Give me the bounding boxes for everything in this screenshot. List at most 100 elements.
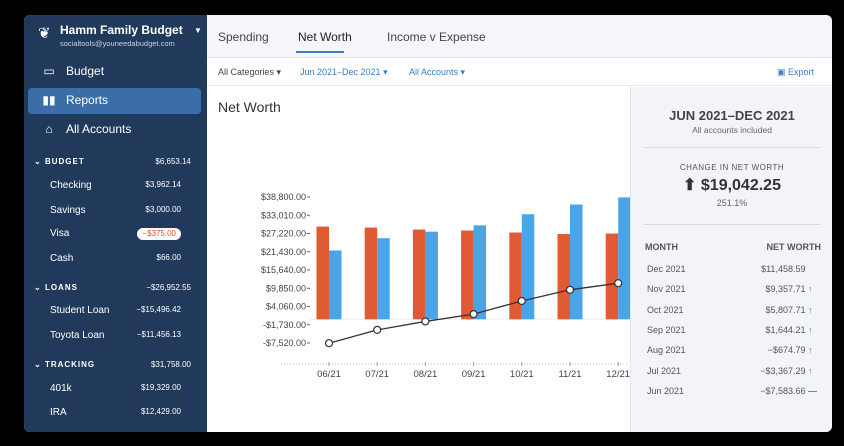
trend-icon: ↑ <box>808 345 813 356</box>
nav-budget[interactable]: ▭ Budget <box>28 59 201 85</box>
asset-bar <box>473 225 487 320</box>
asset-bar <box>570 204 583 320</box>
change-value: ⬆ $19,042.25 <box>683 177 781 194</box>
trend-icon: ↑ <box>808 304 813 315</box>
net-worth-point <box>421 317 430 326</box>
tree-logo-icon: ❦ <box>38 25 51 42</box>
export-icon: ▣ <box>777 67 786 77</box>
table-row: Sep 2021 $1,644.21 ↑ <box>647 325 817 335</box>
x-tick-label: 09/21 <box>462 369 486 380</box>
y-tick-label: -$7,520.00 <box>263 338 306 348</box>
report-title: Net Worth <box>218 99 281 115</box>
divider <box>643 147 821 148</box>
asset-bar <box>377 238 390 320</box>
net-worth-point <box>517 296 526 306</box>
trend-icon: — <box>808 385 817 396</box>
arrow-up-circle-icon: ⬆ <box>683 177 697 194</box>
account-student-loan[interactable]: Student Loan −$15,496.42 <box>50 305 181 316</box>
account-cash[interactable]: Cash $66.00 <box>50 253 181 264</box>
account-visa[interactable]: Visa −$375.00 <box>50 228 181 240</box>
table-row: Jul 2021 −$3,367.29 ↑ <box>647 366 817 376</box>
change-label: CHANGE IN NET WORTH <box>679 163 785 172</box>
net-worth-point <box>373 325 382 335</box>
y-tick-label: -$1,730.00 <box>263 320 306 330</box>
group-name: ⌄ BUDGET <box>34 157 85 166</box>
bank-icon: ⌂ <box>45 122 53 137</box>
x-tick-label: 06/21 <box>317 369 341 380</box>
group-budget[interactable]: ⌄ BUDGET $6,653.14 <box>34 157 191 166</box>
debt-bar <box>605 233 619 320</box>
net-worth-point <box>565 285 575 294</box>
x-tick-label: 12/21 <box>606 369 630 380</box>
trend-icon: ↑ <box>808 365 813 376</box>
trend-icon: ↑ <box>808 284 813 295</box>
account-401k[interactable]: 401k $19,329.00 <box>50 383 181 394</box>
nav-reports[interactable]: ▮▮ Reports <box>28 88 201 114</box>
table-row: Oct 2021 $5,807.71 ↑ <box>647 305 817 315</box>
x-tick-label: 11/21 <box>558 369 581 380</box>
x-tick-label: 10/21 <box>510 369 534 380</box>
net-worth-point <box>614 279 623 288</box>
date-range-filter[interactable]: Jun 2021–Dec 2021 ▾ <box>300 67 388 77</box>
y-tick-label: $33,010.00 <box>261 210 306 220</box>
debt-bar <box>316 226 329 320</box>
budget-name[interactable]: Hamm Family Budget <box>60 23 183 37</box>
table-row: Nov 2021 $9,357.71 ↑ <box>647 284 817 294</box>
net-worth-point <box>469 310 478 319</box>
sidebar: ❦ Hamm Family Budget socialtools@youneed… <box>24 15 207 432</box>
y-tick-label: $27,220.00 <box>261 229 306 239</box>
trend-icon: ↑ <box>808 324 813 335</box>
x-tick-label: 08/21 <box>414 369 438 380</box>
account-checking[interactable]: Checking $3,962.14 <box>50 180 181 191</box>
group-loans[interactable]: ⌄ LOANS −$26,952.55 <box>34 283 191 292</box>
export-button[interactable]: ▣ Export <box>777 67 815 77</box>
tab-net-worth[interactable]: Net Worth <box>298 30 352 44</box>
table-row: Jun 2021 −$7,583.66 — <box>647 385 817 396</box>
accounts-filter[interactable]: All Accounts ▾ <box>409 67 466 77</box>
y-tick-label: $15,640.00 <box>261 265 306 275</box>
net-worth-point <box>324 339 334 348</box>
nav-label: Reports <box>66 93 109 108</box>
categories-filter[interactable]: All Categories ▾ <box>218 67 282 77</box>
y-tick-label: $38,800.00 <box>261 192 306 202</box>
divider <box>643 224 821 225</box>
account-toyota-loan[interactable]: Toyota Loan −$11,456.13 <box>50 330 181 341</box>
net-worth-chart: $38,800.00 $33,010.00 $27,220.00 $21,430.00… <box>261 192 630 380</box>
budget-icon: ▭ <box>43 64 55 79</box>
asset-bar <box>425 231 438 320</box>
asset-bar <box>521 214 535 320</box>
account-savings[interactable]: Savings $3,000.00 <box>50 205 181 216</box>
summary-subtitle: All accounts included <box>692 125 772 135</box>
summary-panel: JUN 2021–DEC 2021 All accounts included … <box>630 87 832 432</box>
change-percent: 251.1% <box>716 198 748 208</box>
report-tabs: Spending Net Worth Income v Expense <box>207 15 832 58</box>
tab-income-v-expense[interactable]: Income v Expense <box>387 30 486 44</box>
debt-bar <box>412 229 426 320</box>
summary-range: JUN 2021–DEC 2021 <box>669 108 795 123</box>
negative-balance-badge: −$375.00 <box>137 228 181 240</box>
account-ira[interactable]: IRA $12,429.00 <box>50 407 181 418</box>
group-tracking[interactable]: ⌄ TRACKING $31,758.00 <box>34 360 191 369</box>
nav-all-accounts[interactable]: ⌂ All Accounts <box>28 117 201 143</box>
nav-label: Budget <box>66 64 105 79</box>
debt-bar <box>364 227 378 320</box>
asset-bar <box>618 197 630 320</box>
filter-bar: All Categories ▾ Jun 2021–Dec 2021 ▾ All… <box>207 58 832 86</box>
asset-bar <box>329 250 342 320</box>
active-tab-underline <box>296 51 344 53</box>
x-tick-label: 07/21 <box>365 369 389 380</box>
bar-chart-icon: ▮▮ <box>42 93 56 108</box>
debt-bar <box>509 232 522 320</box>
budget-menu-caret-icon[interactable]: ▼ <box>194 26 202 35</box>
debt-bar <box>461 230 474 320</box>
y-tick-label: $21,430.00 <box>261 247 306 257</box>
table-header: MONTH NET WORTH <box>645 242 821 252</box>
app-window: ❦ Hamm Family Budget socialtools@youneed… <box>24 15 832 432</box>
table-row: Dec 2021 $11,458.59 <box>647 264 806 274</box>
user-email: socialtools@youneedabudget.com <box>60 39 175 48</box>
debt-bar <box>557 234 570 320</box>
y-tick-label: $9,850.00 <box>266 283 306 293</box>
group-total: $6,653.14 <box>155 157 191 166</box>
table-row: Aug 2021 −$674.79 ↑ <box>647 345 817 355</box>
tab-spending[interactable]: Spending <box>218 30 269 44</box>
